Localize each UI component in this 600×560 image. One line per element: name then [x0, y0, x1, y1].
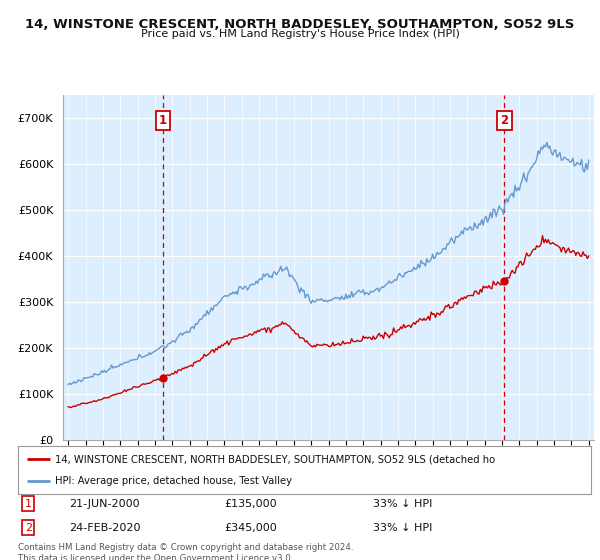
Text: 24-FEB-2020: 24-FEB-2020	[70, 522, 141, 533]
Text: £135,000: £135,000	[224, 499, 277, 509]
Text: 2: 2	[500, 114, 508, 127]
Text: 14, WINSTONE CRESCENT, NORTH BADDESLEY, SOUTHAMPTON, SO52 9LS: 14, WINSTONE CRESCENT, NORTH BADDESLEY, …	[25, 18, 575, 31]
Text: £345,000: £345,000	[224, 522, 277, 533]
Text: 1: 1	[159, 114, 167, 127]
Text: Contains HM Land Registry data © Crown copyright and database right 2024.
This d: Contains HM Land Registry data © Crown c…	[18, 543, 353, 560]
Text: 21-JUN-2000: 21-JUN-2000	[70, 499, 140, 509]
Text: HPI: Average price, detached house, Test Valley: HPI: Average price, detached house, Test…	[55, 476, 292, 486]
Text: 2: 2	[25, 522, 32, 533]
Text: 33% ↓ HPI: 33% ↓ HPI	[373, 499, 433, 509]
Text: 14, WINSTONE CRESCENT, NORTH BADDESLEY, SOUTHAMPTON, SO52 9LS (detached ho: 14, WINSTONE CRESCENT, NORTH BADDESLEY, …	[55, 454, 496, 464]
Text: 1: 1	[25, 499, 32, 509]
Text: Price paid vs. HM Land Registry's House Price Index (HPI): Price paid vs. HM Land Registry's House …	[140, 29, 460, 39]
Text: 33% ↓ HPI: 33% ↓ HPI	[373, 522, 433, 533]
